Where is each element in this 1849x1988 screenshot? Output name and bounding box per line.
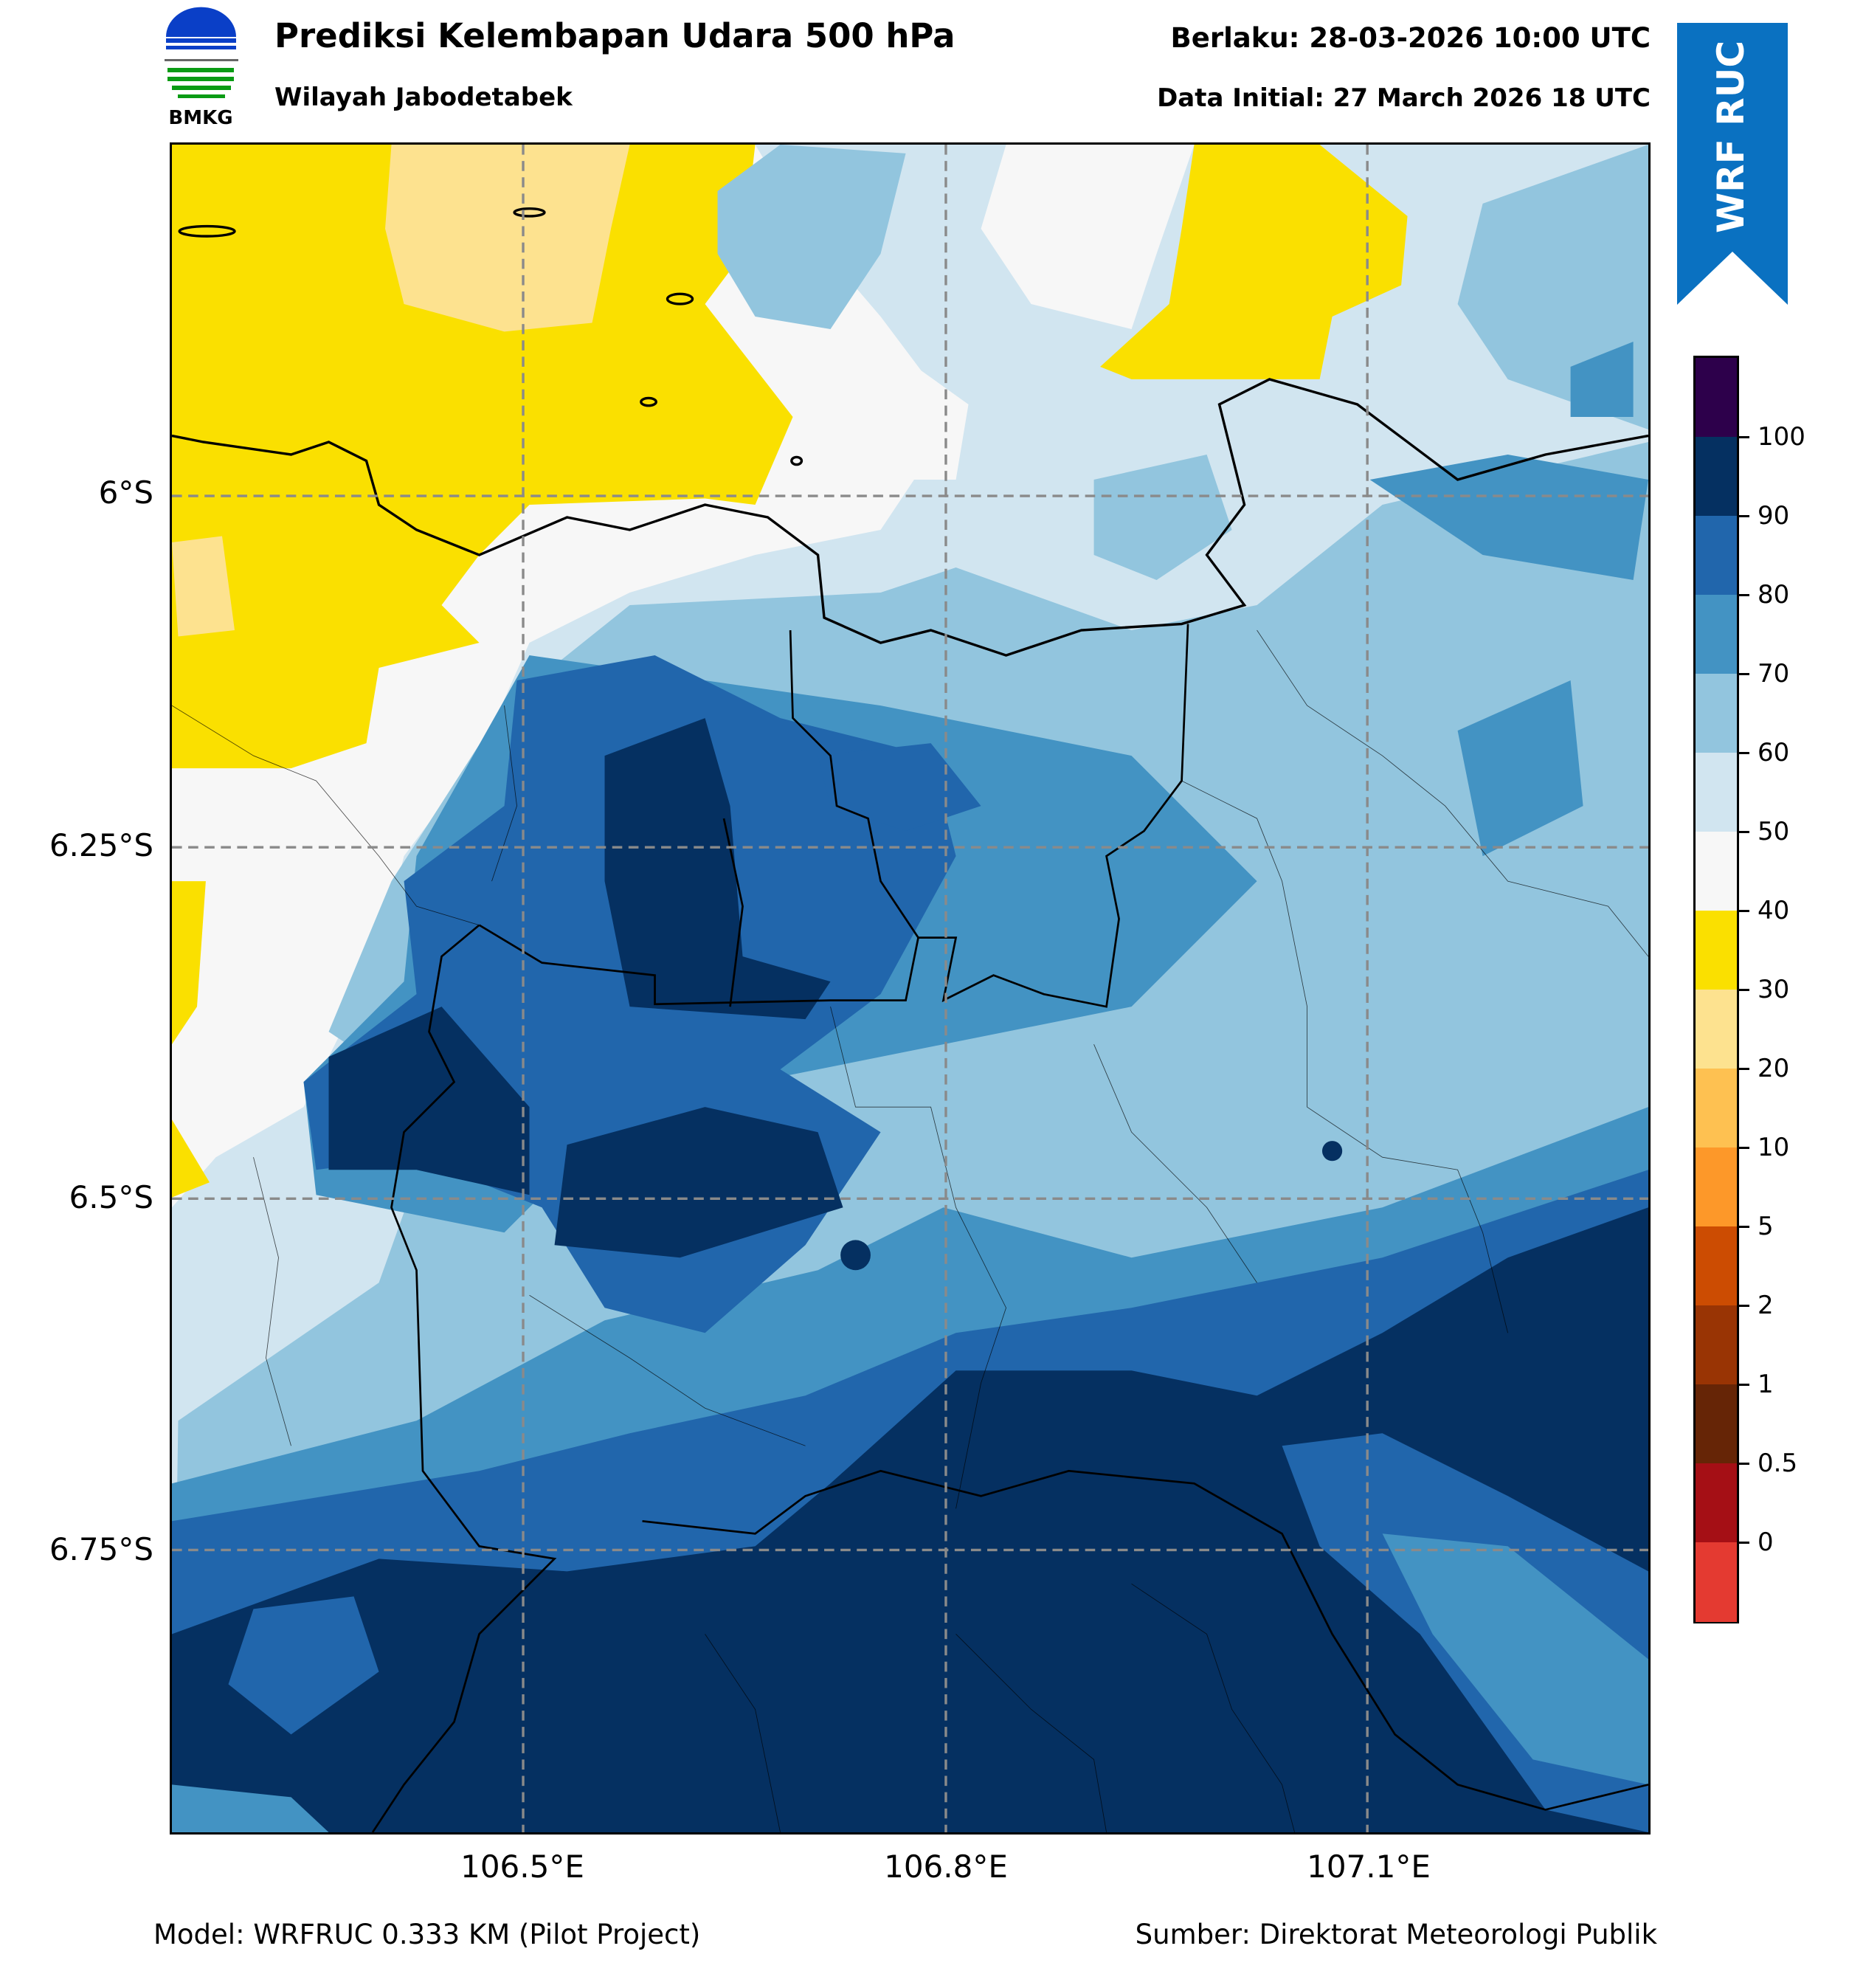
colorbar-tick	[1739, 1305, 1749, 1307]
coastline	[172, 207, 1648, 657]
humidity-map	[170, 142, 1651, 1835]
gridlines	[172, 145, 1648, 1832]
colorbar-segment	[1696, 1147, 1737, 1227]
colorbar-tick-label: 60	[1758, 738, 1790, 767]
colorbar-tick	[1739, 910, 1749, 912]
colorbar-segment	[1696, 1384, 1737, 1464]
colorbar-tick-label: 2	[1758, 1291, 1774, 1320]
map-subtitle: Wilayah Jabodetabek	[274, 83, 573, 112]
colorbar-tick	[1739, 673, 1749, 675]
colorbar	[1693, 356, 1739, 1623]
colorbar-segment	[1696, 1463, 1737, 1543]
colorbar-tick-label: 30	[1758, 975, 1790, 1004]
colorbar-tick	[1739, 436, 1749, 438]
colorbar-tick	[1739, 1542, 1749, 1544]
colorbar-tick-label: 1	[1758, 1370, 1774, 1399]
colorbar-tick	[1739, 831, 1749, 833]
colorbar-tick-label: 0.5	[1758, 1449, 1798, 1478]
colorbar-tick	[1739, 1147, 1749, 1149]
colorbar-segment	[1696, 1069, 1737, 1148]
colorbar-segment	[1696, 1305, 1737, 1385]
lat-label-6-75s: 6.75°S	[49, 1531, 153, 1567]
district-boundaries	[172, 629, 1648, 1832]
humidity-fill-70-80-south-patches	[172, 1533, 1648, 1832]
colorbar-tick-label: 0	[1758, 1528, 1774, 1557]
source-footer: Sumber: Direktorat Meteorologi Publik	[1135, 1919, 1657, 1950]
colorbar-tick	[1739, 1463, 1749, 1465]
colorbar-tick	[1739, 1226, 1749, 1228]
lon-label-106-8e: 106.8°E	[884, 1849, 1008, 1885]
bmkg-logo: BMKG	[165, 7, 238, 128]
map-title: Prediksi Kelembapan Udara 500 hPa	[274, 16, 955, 55]
colorbar-segment	[1696, 832, 1737, 911]
colorbar-tick-label: 10	[1758, 1133, 1790, 1162]
colorbar-tick	[1739, 1068, 1749, 1070]
model-footer: Model: WRFRUC 0.333 KM (Pilot Project)	[153, 1919, 701, 1950]
colorbar-segment	[1696, 1226, 1737, 1306]
colorbar-tick-label: 5	[1758, 1212, 1774, 1241]
lat-label-6s: 6°S	[98, 474, 153, 511]
colorbar-tick-label: 40	[1758, 896, 1790, 925]
colorbar-tick	[1739, 989, 1749, 991]
colorbar-tick-label: 90	[1758, 501, 1790, 531]
wrf-ruc-banner: WRF RUC	[1677, 23, 1788, 305]
humidity-fill-20-30	[172, 145, 630, 637]
colorbar-tick	[1739, 515, 1749, 517]
colorbar-segment	[1696, 358, 1737, 438]
colorbar-tick	[1739, 1384, 1749, 1386]
colorbar-tick-label: 50	[1758, 817, 1790, 846]
colorbar-segment	[1696, 437, 1737, 517]
colorbar-tick-label: 80	[1758, 580, 1790, 610]
colorbar-segment	[1696, 674, 1737, 753]
humidity-fill-90-100	[172, 718, 1648, 1832]
colorbar-tick-label: 100	[1758, 422, 1805, 452]
lon-label-106-5e: 106.5°E	[460, 1849, 584, 1885]
svg-text:BMKG: BMKG	[168, 107, 232, 128]
colorbar-segment	[1696, 911, 1737, 990]
valid-time: Berlaku: 28-03-2026 10:00 UTC	[1170, 22, 1651, 54]
svg-text:WRF RUC: WRF RUC	[1710, 41, 1752, 233]
colorbar-tick	[1739, 594, 1749, 596]
colorbar-tick	[1739, 752, 1749, 754]
lon-label-107-1e: 107.1°E	[1307, 1849, 1431, 1885]
colorbar-segment	[1696, 516, 1737, 596]
colorbar-segment	[1696, 1542, 1737, 1622]
colorbar-segment	[1696, 753, 1737, 832]
colorbar-segment	[1696, 595, 1737, 674]
lat-label-6-25s: 6.25°S	[49, 827, 153, 863]
colorbar-tick-label: 70	[1758, 659, 1790, 688]
colorbar-tick-label: 20	[1758, 1054, 1790, 1083]
humidity-fill-30-40	[172, 145, 1408, 1198]
colorbar-segment	[1696, 990, 1737, 1069]
lat-label-6-5s: 6.5°S	[69, 1179, 153, 1215]
initial-time: Data Initial: 27 March 2026 18 UTC	[1157, 83, 1651, 113]
